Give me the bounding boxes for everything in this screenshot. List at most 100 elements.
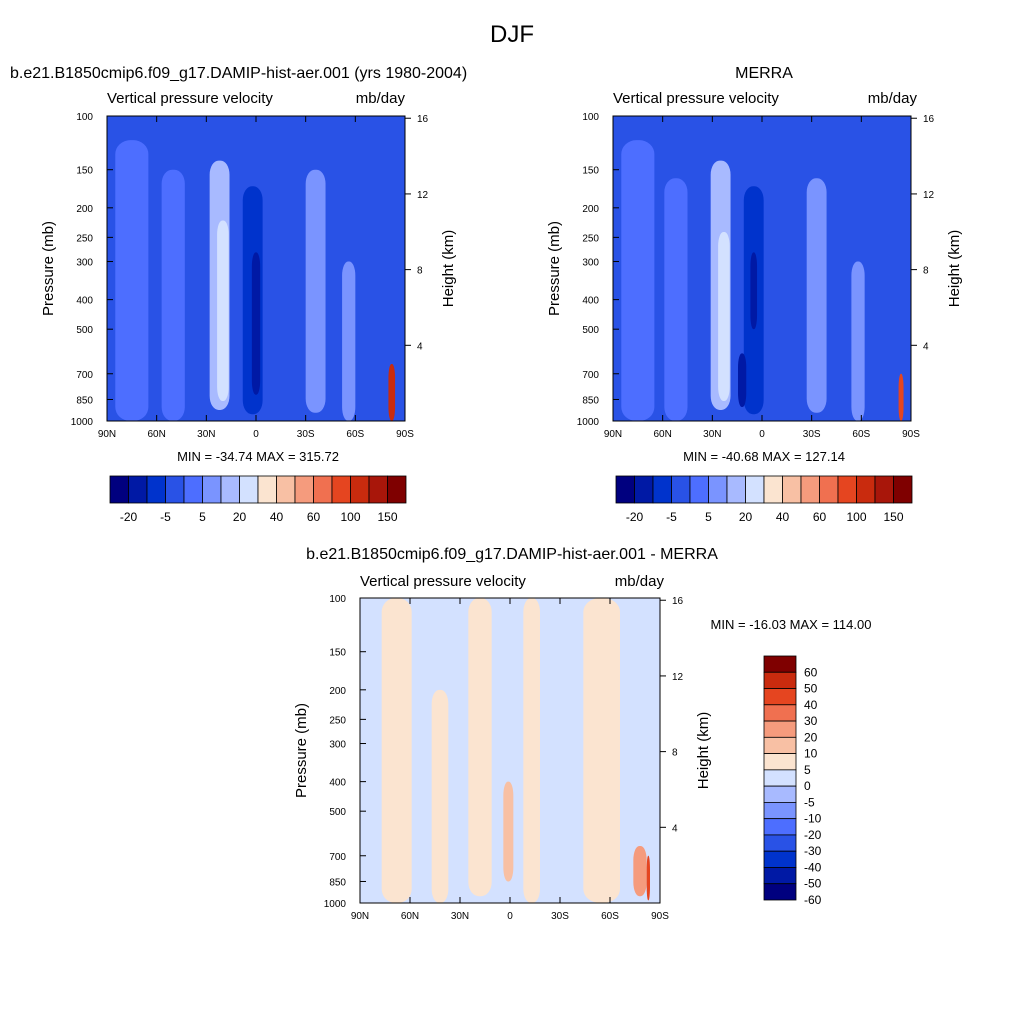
y2-tick-label: 16 bbox=[923, 114, 935, 125]
x-tick-label: 0 bbox=[507, 911, 513, 922]
contour-band bbox=[664, 178, 688, 421]
y-tick-label: 500 bbox=[76, 325, 93, 336]
y2-tick-label: 16 bbox=[417, 114, 429, 125]
colorbar-label: -10 bbox=[804, 812, 822, 826]
colorbar-swatch bbox=[763, 834, 797, 852]
panel-model-units: mb/day bbox=[356, 90, 406, 107]
colorbar-swatch bbox=[276, 475, 296, 504]
colorbar-swatch bbox=[763, 785, 797, 803]
colorbar-swatch bbox=[745, 475, 765, 504]
contour-band bbox=[115, 140, 149, 421]
colorbar-swatch bbox=[165, 475, 185, 504]
x-tick-label: 90S bbox=[651, 911, 669, 922]
panel-diff-units: mb/day bbox=[615, 573, 665, 590]
colorbar-swatch bbox=[350, 475, 370, 504]
colorbar-label: -60 bbox=[804, 893, 822, 907]
colorbar-label: -20 bbox=[120, 510, 138, 524]
colorbar-swatch bbox=[763, 769, 797, 787]
colorbar-label: 40 bbox=[270, 510, 284, 524]
y-tick-label: 250 bbox=[76, 233, 93, 244]
colorbar-swatch bbox=[763, 704, 797, 722]
contour-band bbox=[431, 689, 449, 903]
contour-band bbox=[161, 169, 185, 421]
x-tick-label: 30S bbox=[803, 429, 821, 440]
contour-band bbox=[381, 598, 412, 903]
contour-fills bbox=[621, 140, 904, 421]
panel-diff-stats: MIN = -16.03 MAX = 114.00 bbox=[711, 617, 872, 632]
colorbar-swatch bbox=[856, 475, 876, 504]
x-tick-label: 30N bbox=[451, 911, 469, 922]
contour-band bbox=[851, 261, 865, 421]
colorbar-label: 150 bbox=[377, 510, 397, 524]
colorbar-swatch bbox=[183, 475, 203, 504]
colorbar-swatch bbox=[708, 475, 728, 504]
y-tick-label: 150 bbox=[76, 166, 93, 177]
x-tick-label: 60N bbox=[653, 429, 671, 440]
x-tick-label: 0 bbox=[253, 429, 259, 440]
colorbar-swatch bbox=[239, 475, 259, 504]
y-tick-label: 100 bbox=[582, 112, 599, 123]
y-tick-label: 200 bbox=[582, 204, 599, 215]
colorbar-label: 30 bbox=[804, 714, 818, 728]
colorbar-label: 150 bbox=[883, 510, 903, 524]
colorbar-swatch bbox=[763, 475, 783, 504]
y2-axis-label: Height (km) bbox=[695, 712, 712, 790]
colorbar-label: 0 bbox=[804, 779, 811, 793]
panel-model-stats: MIN = -34.74 MAX = 315.72 bbox=[177, 449, 339, 464]
y2-tick-label: 4 bbox=[417, 341, 423, 352]
x-tick-label: 90N bbox=[351, 911, 369, 922]
contour-band bbox=[737, 353, 747, 408]
contour-band bbox=[468, 598, 492, 897]
y-axis-label: Pressure (mb) bbox=[40, 221, 57, 316]
colorbar-label: 60 bbox=[307, 510, 321, 524]
colorbar-label: 5 bbox=[705, 510, 712, 524]
colorbar-swatch bbox=[874, 475, 894, 504]
x-tick-label: 60S bbox=[601, 911, 619, 922]
panel-model: b.e21.B1850cmip6.f09_g17.DAMIP-hist-aer.… bbox=[10, 65, 467, 524]
colorbar-swatch bbox=[689, 475, 709, 504]
y-tick-label: 1000 bbox=[324, 899, 347, 910]
x-tick-label: 60S bbox=[852, 429, 870, 440]
colorbar-label: 100 bbox=[846, 510, 866, 524]
y-tick-label: 300 bbox=[329, 740, 346, 751]
panel-obs-units: mb/day bbox=[868, 90, 918, 107]
panel-model-title: b.e21.B1850cmip6.f09_g17.DAMIP-hist-aer.… bbox=[10, 65, 467, 82]
contour-plot-model: 90N 60N 30N 0 30S 60S 90S 100 150 200 250 300 400 500… bbox=[40, 112, 457, 440]
contour-band bbox=[898, 373, 904, 421]
y-tick-label: 150 bbox=[329, 648, 346, 659]
colorbar-label: 20 bbox=[739, 510, 753, 524]
contour-band bbox=[523, 598, 540, 903]
contour-band bbox=[305, 169, 326, 413]
colorbar-swatch bbox=[763, 736, 797, 754]
x-tick-label: 60S bbox=[346, 429, 364, 440]
contour-band bbox=[503, 781, 514, 882]
y-tick-label: 100 bbox=[329, 594, 346, 605]
x-tick-label: 30S bbox=[297, 429, 315, 440]
y-tick-label: 250 bbox=[329, 715, 346, 726]
colorbar-label: 40 bbox=[776, 510, 790, 524]
y2-tick-label: 16 bbox=[672, 596, 684, 607]
y-tick-label: 300 bbox=[582, 258, 599, 269]
colorbar-swatch bbox=[763, 802, 797, 820]
panel-diff-title: b.e21.B1850cmip6.f09_g17.DAMIP-hist-aer.… bbox=[306, 546, 718, 563]
panel-obs: MERRA Vertical pressure velocity mb/day … bbox=[546, 65, 963, 524]
colorbar-swatch bbox=[202, 475, 222, 504]
contour-band bbox=[342, 261, 356, 421]
colorbar-swatch bbox=[763, 883, 797, 901]
colorbar-swatch bbox=[652, 475, 672, 504]
y2-axis-label: Height (km) bbox=[440, 230, 457, 308]
colorbar-label: -20 bbox=[626, 510, 644, 524]
y-tick-label: 400 bbox=[329, 778, 346, 789]
colorbar-swatch bbox=[257, 475, 277, 504]
y-tick-label: 300 bbox=[76, 258, 93, 269]
y-axis-label: Pressure (mb) bbox=[293, 703, 310, 798]
contour-fills bbox=[115, 140, 396, 421]
colorbar-swatch bbox=[387, 475, 407, 504]
x-tick-label: 30N bbox=[703, 429, 721, 440]
panel-obs-variable: Vertical pressure velocity bbox=[613, 90, 779, 107]
contour-band bbox=[646, 855, 650, 901]
colorbar-label: -50 bbox=[804, 877, 822, 891]
colorbar-swatch bbox=[763, 850, 797, 868]
colorbar-obs: -20 -5 5 20 40 60 100 150 bbox=[615, 475, 913, 524]
y-tick-label: 250 bbox=[582, 233, 599, 244]
